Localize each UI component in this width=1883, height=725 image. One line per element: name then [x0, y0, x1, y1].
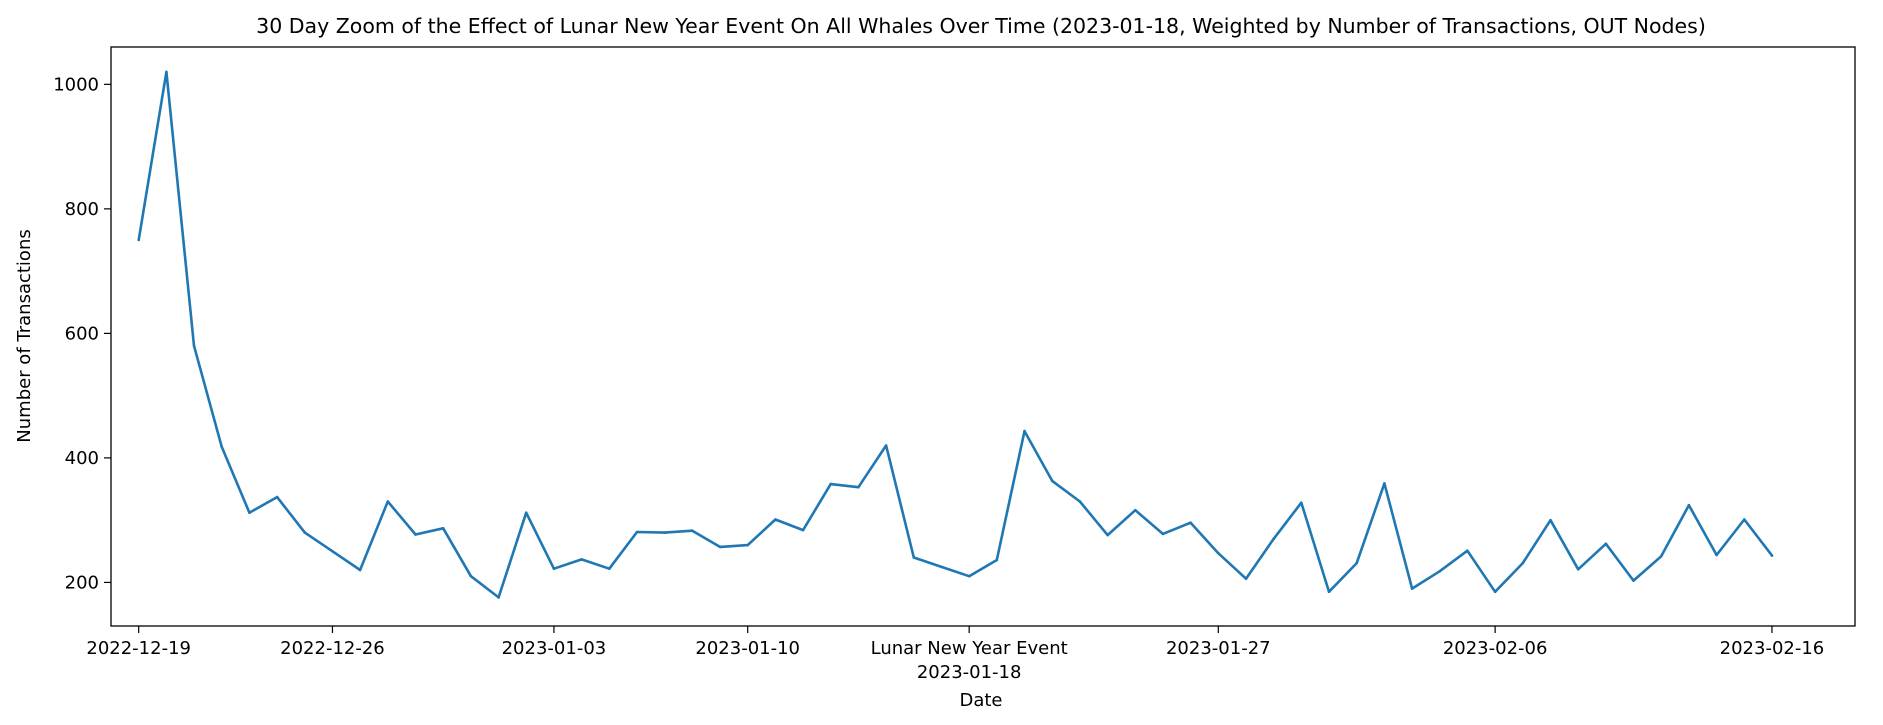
x-tick-label: 2022-12-19	[86, 638, 191, 659]
x-tick-label: 2022-12-26	[280, 638, 385, 659]
data-point	[829, 482, 832, 486]
data-point	[912, 556, 916, 559]
data-point	[469, 574, 473, 578]
plot-frame	[110, 46, 1856, 627]
data-point	[718, 545, 722, 549]
data-point	[1576, 568, 1580, 571]
data-point	[1355, 561, 1358, 565]
y-tick-label: 800	[65, 199, 99, 220]
data-point	[967, 574, 971, 578]
data-point	[1383, 482, 1386, 485]
data-point	[1050, 479, 1054, 483]
data-point	[303, 531, 307, 534]
data-point	[192, 344, 196, 348]
data-point	[137, 238, 140, 242]
data-point	[1438, 569, 1442, 573]
data-point	[1244, 577, 1248, 580]
data-point	[275, 495, 279, 499]
data-point	[552, 567, 556, 570]
data-point	[995, 558, 999, 562]
data-point	[1770, 554, 1774, 557]
data-point	[1217, 551, 1220, 555]
data-point	[1410, 587, 1414, 590]
data-point	[1189, 521, 1192, 524]
data-point	[801, 528, 805, 532]
data-point	[1659, 555, 1663, 558]
data-point	[1604, 542, 1608, 546]
data-point	[331, 550, 334, 553]
data-point	[1078, 500, 1082, 503]
y-axis-label: Number of Transactions	[14, 229, 35, 442]
data-point	[1521, 561, 1525, 565]
y-axis: 200 400 600 800 1000	[53, 74, 111, 593]
y-tick-label: 200	[65, 572, 99, 593]
x-tick-sublabel: 2023-01-18	[917, 662, 1022, 683]
data-point	[1023, 429, 1026, 433]
data-point	[1493, 590, 1497, 594]
data-point	[884, 444, 888, 447]
y-tick-label: 1000	[53, 74, 99, 95]
y-tick-label: 400	[65, 448, 99, 469]
data-point	[441, 527, 445, 530]
data-point	[165, 70, 168, 74]
x-axis: 2022-12-19 2022-12-26 2023-01-03 2023-01-10…	[86, 626, 1824, 683]
data-point	[1106, 533, 1109, 537]
y-tick-label: 600	[65, 323, 99, 344]
data-point	[663, 531, 666, 534]
x-axis-label: Date	[959, 690, 1002, 711]
data-point	[1300, 501, 1303, 505]
x-tick-label: Lunar New Year Event	[871, 638, 1068, 659]
data-point	[524, 511, 528, 514]
data-point	[248, 511, 251, 514]
data-point	[857, 485, 860, 489]
data-point	[1327, 590, 1331, 594]
x-tick-label: 2023-02-06	[1443, 638, 1548, 659]
data-point	[1687, 503, 1691, 507]
x-tick-label: 2023-02-16	[1720, 638, 1825, 659]
data-point	[1743, 518, 1746, 521]
data-point	[774, 518, 777, 521]
data-point	[635, 530, 639, 534]
data-point	[358, 568, 362, 572]
data-point	[940, 565, 943, 569]
x-tick-label: 2023-01-10	[695, 638, 800, 659]
data-point	[386, 500, 390, 503]
series-line	[137, 70, 1774, 599]
data-point	[608, 567, 611, 570]
data-point	[691, 529, 694, 532]
x-tick-label: 2023-01-03	[502, 638, 607, 659]
data-point	[1466, 549, 1469, 552]
data-point	[220, 445, 223, 449]
data-point	[1161, 532, 1165, 536]
data-point	[414, 533, 417, 536]
data-point	[1134, 508, 1137, 512]
data-point	[746, 543, 749, 547]
chart-title: 30 Day Zoom of the Effect of Lunar New Y…	[256, 14, 1706, 38]
plot-area	[137, 70, 1774, 599]
data-point	[1272, 537, 1275, 541]
data-point	[1549, 518, 1552, 522]
data-point	[1715, 553, 1718, 557]
x-tick-label: 2023-01-27	[1166, 638, 1271, 659]
data-point	[580, 558, 583, 561]
data-point	[497, 596, 500, 599]
data-point	[1632, 579, 1635, 582]
